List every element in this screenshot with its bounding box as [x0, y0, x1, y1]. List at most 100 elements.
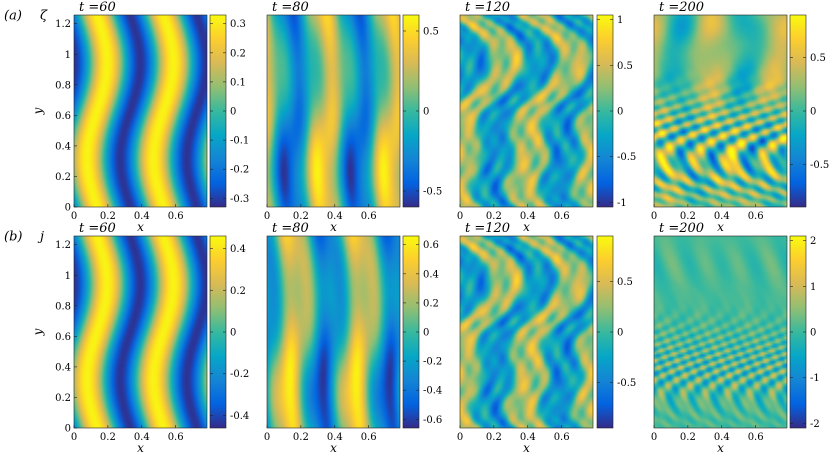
- x-tick-label: 0.6: [554, 211, 570, 222]
- heatmap-panel: [459, 14, 594, 208]
- heatmap-panel: [459, 235, 594, 429]
- row-label: (a): [4, 9, 22, 24]
- x-tick-label: 0.4: [714, 432, 730, 443]
- panel-frame: [459, 235, 594, 429]
- y-tick-label: 1: [65, 50, 71, 61]
- x-tick-label: 0.6: [748, 211, 764, 222]
- colorbar-tick-label: 2: [810, 236, 816, 247]
- colorbar-tick-label: 0: [423, 328, 429, 339]
- heatmap-image: [74, 236, 207, 428]
- heatmap-image: [654, 15, 787, 207]
- x-axis-label: x: [137, 441, 144, 455]
- panel-title: t =120: [465, 0, 510, 15]
- colorbar-tick-label: -0.5: [810, 160, 829, 171]
- x-tick-label: 0: [264, 432, 270, 443]
- x-tick-label: 0.2: [486, 211, 502, 222]
- x-tick-label: 0: [457, 211, 463, 222]
- heatmap-panel: [73, 14, 208, 208]
- x-tick-label: 0: [651, 432, 657, 443]
- colorbar-tick-label: -1: [617, 198, 627, 209]
- colorbar-tick-label: 0.5: [423, 27, 439, 38]
- panel-title: t =60: [79, 221, 116, 236]
- colorbar-tick-label: -2: [810, 419, 820, 430]
- colorbar-tick-label: -0.1: [230, 136, 249, 147]
- x-tick-label: 0.6: [361, 432, 377, 443]
- y-tick-label: 0.8: [55, 301, 71, 312]
- heatmap-image: [460, 236, 593, 428]
- x-tick-label: 0.2: [100, 211, 116, 222]
- x-axis-label: x: [717, 441, 724, 455]
- colorbar-tick-label: -0.2: [230, 369, 249, 380]
- heatmap-image: [654, 236, 787, 428]
- y-tick-label: 0: [65, 203, 71, 214]
- heatmap-image: [267, 236, 400, 428]
- x-tick-label: 0.4: [134, 211, 150, 222]
- x-axis-label: x: [330, 441, 337, 455]
- heatmap-panel: [266, 235, 401, 429]
- colorbar-tick-label: 1: [810, 282, 816, 293]
- colorbar-tick-label: -0.2: [230, 165, 249, 176]
- panel-frame: [266, 235, 401, 429]
- heatmap-panel: [73, 235, 208, 429]
- y-tick-label: 0.4: [55, 362, 71, 373]
- colorbar-tick-label: 0.3: [230, 19, 246, 30]
- colorbar-tick-label: 0.4: [423, 269, 439, 280]
- y-tick-label: 0.4: [55, 141, 71, 152]
- y-axis-label: y: [31, 328, 45, 336]
- x-tick-label: 0.6: [748, 432, 764, 443]
- colorbar-tick-label: 0.1: [230, 77, 246, 88]
- heatmap-image: [74, 15, 207, 207]
- x-tick-label: 0: [71, 432, 77, 443]
- x-tick-label: 0.2: [680, 432, 696, 443]
- x-tick-label: 0.6: [361, 211, 377, 222]
- x-tick-label: 0: [71, 211, 77, 222]
- x-axis-label: x: [523, 441, 530, 455]
- colorbar-tick-label: 0: [617, 328, 623, 339]
- colorbar-tick-label: -0.3: [230, 194, 249, 205]
- panel-frame: [73, 235, 208, 429]
- heatmap-image: [267, 15, 400, 207]
- x-axis-label: x: [330, 220, 337, 234]
- y-tick-label: 0.2: [55, 393, 71, 404]
- x-tick-label: 0: [457, 432, 463, 443]
- y-tick-label: 0: [65, 424, 71, 435]
- colorbar-tick-label: 0: [617, 107, 623, 118]
- x-axis-label: x: [717, 220, 724, 234]
- colorbar-tick-label: 0: [230, 107, 236, 118]
- colorbar-tick-label: 0.5: [810, 53, 826, 64]
- panel-frame: [266, 14, 401, 208]
- panel-title: t =120: [465, 221, 510, 236]
- panel-frame: [653, 14, 788, 208]
- colorbar-tick-label: 0.5: [617, 277, 633, 288]
- x-axis-label: x: [137, 220, 144, 234]
- panel-title: t =80: [272, 0, 309, 15]
- x-tick-label: 0: [651, 211, 657, 222]
- heatmap-panel: [653, 235, 788, 429]
- x-tick-label: 0.2: [680, 211, 696, 222]
- colorbar-tick-label: 0.2: [423, 298, 439, 309]
- x-tick-label: 0.6: [554, 432, 570, 443]
- heatmap-image: [460, 15, 593, 207]
- colorbar-tick-label: 0: [810, 107, 816, 118]
- x-tick-label: 0.6: [168, 211, 184, 222]
- x-tick-label: 0.2: [486, 432, 502, 443]
- x-tick-label: 0.4: [134, 432, 150, 443]
- colorbar-tick-label: 0.2: [230, 48, 246, 59]
- panel-title: t =200: [659, 221, 704, 236]
- colorbar-tick-label: -0.5: [423, 187, 442, 198]
- x-tick-label: 0.4: [520, 432, 536, 443]
- x-tick-label: 0.2: [293, 432, 309, 443]
- x-tick-label: 0.6: [168, 432, 184, 443]
- x-tick-label: 0.4: [714, 211, 730, 222]
- panel-frame: [73, 14, 208, 208]
- heatmap-panel: [653, 14, 788, 208]
- colorbar-tick-label: -1: [810, 373, 820, 384]
- colorbar-tick-label: 0: [423, 107, 429, 118]
- colorbar-tick-label: 1: [617, 15, 623, 26]
- x-tick-label: 0.4: [327, 432, 343, 443]
- x-axis-label: x: [523, 220, 530, 234]
- panel-frame: [459, 14, 594, 208]
- variable-label: j: [37, 230, 44, 245]
- y-axis-label: y: [31, 107, 45, 115]
